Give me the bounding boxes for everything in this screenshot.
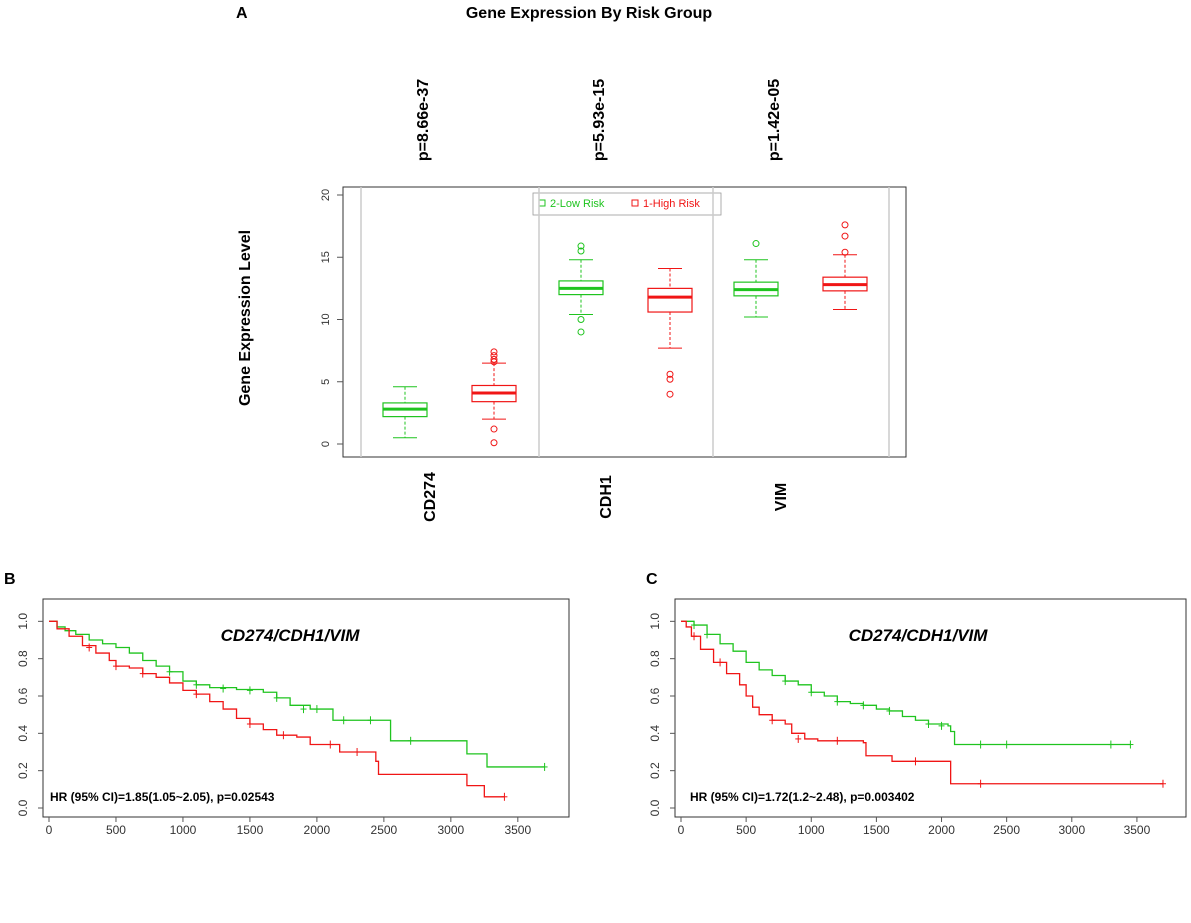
panel-b-ytick-label: 0.6	[16, 687, 30, 704]
box-vim-high-outlier	[841, 248, 849, 256]
panel-c-xtick-label: 1000	[798, 823, 825, 837]
panel-b-xtick-label: 1500	[237, 823, 264, 837]
panel-a-ytick-label: 0	[320, 441, 332, 447]
panel-a-ytick-label: 20	[320, 189, 332, 201]
panel-b-km-curve-high	[49, 620, 505, 798]
panel-a-ytick-label: 15	[320, 251, 332, 263]
panel-b-annotation: HR (95% CI)=1.85(1.05~2.05), p=0.02543	[50, 790, 275, 804]
panel-a-gene-cd274: CD274	[422, 472, 439, 522]
box-cd274-high-outlier	[490, 352, 498, 360]
panel-c-ytick-label: 0.0	[648, 799, 662, 816]
panel-b-ytick-label: 1.0	[16, 613, 30, 630]
panel-b-xtick-label: 3000	[437, 823, 464, 837]
panel-b-xtick-label: 3500	[504, 823, 531, 837]
panel-c-frame	[674, 598, 1187, 818]
panel-a-title: Gene Expression By Risk Group	[466, 5, 713, 22]
panel-b-xtick-label: 2500	[371, 823, 398, 837]
panel-b-title: CD274/CDH1/VIM	[221, 626, 361, 645]
box-cdh1-low-outlier	[577, 247, 585, 255]
panel-c-ytick-label: 1.0	[648, 613, 662, 630]
panel-c-xtick-label: 500	[736, 823, 756, 837]
panel-c-xtick-label: 2000	[928, 823, 955, 837]
panel-b-ytick-label: 0.8	[16, 650, 30, 667]
panel-b-frame	[42, 598, 570, 818]
panel-c-ytick-label: 0.8	[648, 650, 662, 667]
panel-c-xtick-label: 1500	[863, 823, 890, 837]
panel-c-label: C	[646, 571, 658, 588]
box-cdh1-low-outlier	[577, 316, 585, 323]
panel-a-ytick-label: 10	[320, 313, 332, 325]
box-cd274-high-outlier	[490, 439, 498, 447]
panel-c-ytick-label: 0.4	[648, 725, 662, 742]
legend-high-swatch	[631, 199, 639, 207]
panel-b-ytick-label: 0.4	[16, 725, 30, 742]
panel-b-xtick-label: 500	[106, 823, 126, 837]
panel-c-xtick-label: 2500	[993, 823, 1020, 837]
panel-a-gene-cdh1: CDH1	[598, 475, 615, 519]
panel-b-label: B	[4, 571, 16, 588]
box-cdh1-high-outlier	[666, 370, 674, 378]
panel-c-ytick-label: 0.6	[648, 687, 662, 704]
panel-c: C CD274/CDH1/VIM HR (95% CI)=1.72(1.2~2.…	[646, 571, 1187, 837]
panel-b-ytick-label: 0.0	[16, 799, 30, 816]
box-cd274-high-outlier	[490, 425, 498, 433]
box-vim-high-outlier	[841, 232, 849, 240]
panel-a-frame	[342, 186, 907, 458]
panel-b-xtick-label: 1000	[170, 823, 197, 837]
box-vim-low-outlier	[752, 240, 760, 248]
panel-a-label: A	[236, 5, 248, 22]
panel-a-pvalue-cdh1: p=5.93e-15	[591, 79, 608, 161]
panel-a-pvalue-vim: p=1.42e-05	[766, 79, 783, 161]
panel-c-km-curve-high	[681, 620, 1163, 785]
panel-c-title: CD274/CDH1/VIM	[849, 626, 989, 645]
panel-a-pvalue-cd274: p=8.66e-37	[415, 79, 432, 161]
box-vim-high-outlier	[841, 221, 849, 229]
panel-a-gene-vim: VIM	[773, 483, 790, 511]
panel-b-km-curve-low	[49, 620, 545, 768]
panel-a-legend: 2-Low Risk 1-High Risk	[532, 192, 722, 216]
box-cdh1-high-iqr	[647, 287, 693, 313]
panel-c-annotation: HR (95% CI)=1.72(1.2~2.48), p=0.003402	[690, 790, 915, 804]
panel-b-ytick-label: 0.2	[16, 762, 30, 779]
panel-a: A Gene Expression By Risk Group Gene Exp…	[236, 5, 907, 522]
panel-c-xtick-label: 0	[678, 823, 685, 837]
box-cdh1-high-outlier	[666, 375, 674, 383]
box-cdh1-low-outlier	[577, 328, 585, 336]
legend-high-label: 1-High Risk	[643, 198, 700, 210]
legend-box	[532, 192, 722, 216]
panel-c-xtick-label: 3000	[1058, 823, 1085, 837]
panel-b-xtick-label: 0	[46, 823, 53, 837]
panel-b-xtick-label: 2000	[304, 823, 331, 837]
box-cd274-high-outlier	[490, 348, 498, 356]
box-cdh1-low-outlier	[577, 242, 585, 250]
panel-c-ytick-label: 0.2	[648, 762, 662, 779]
panel-c-xtick-label: 3500	[1124, 823, 1151, 837]
panel-b: B CD274/CDH1/VIM HR (95% CI)=1.85(1.05~2…	[4, 571, 570, 837]
box-cdh1-high-outlier	[666, 390, 674, 398]
panel-a-ylabel: Gene Expression Level	[237, 230, 254, 406]
box-cd274-high-outlier	[490, 355, 498, 363]
panel-a-ytick-label: 5	[320, 379, 332, 385]
legend-low-label: 2-Low Risk	[550, 198, 605, 210]
